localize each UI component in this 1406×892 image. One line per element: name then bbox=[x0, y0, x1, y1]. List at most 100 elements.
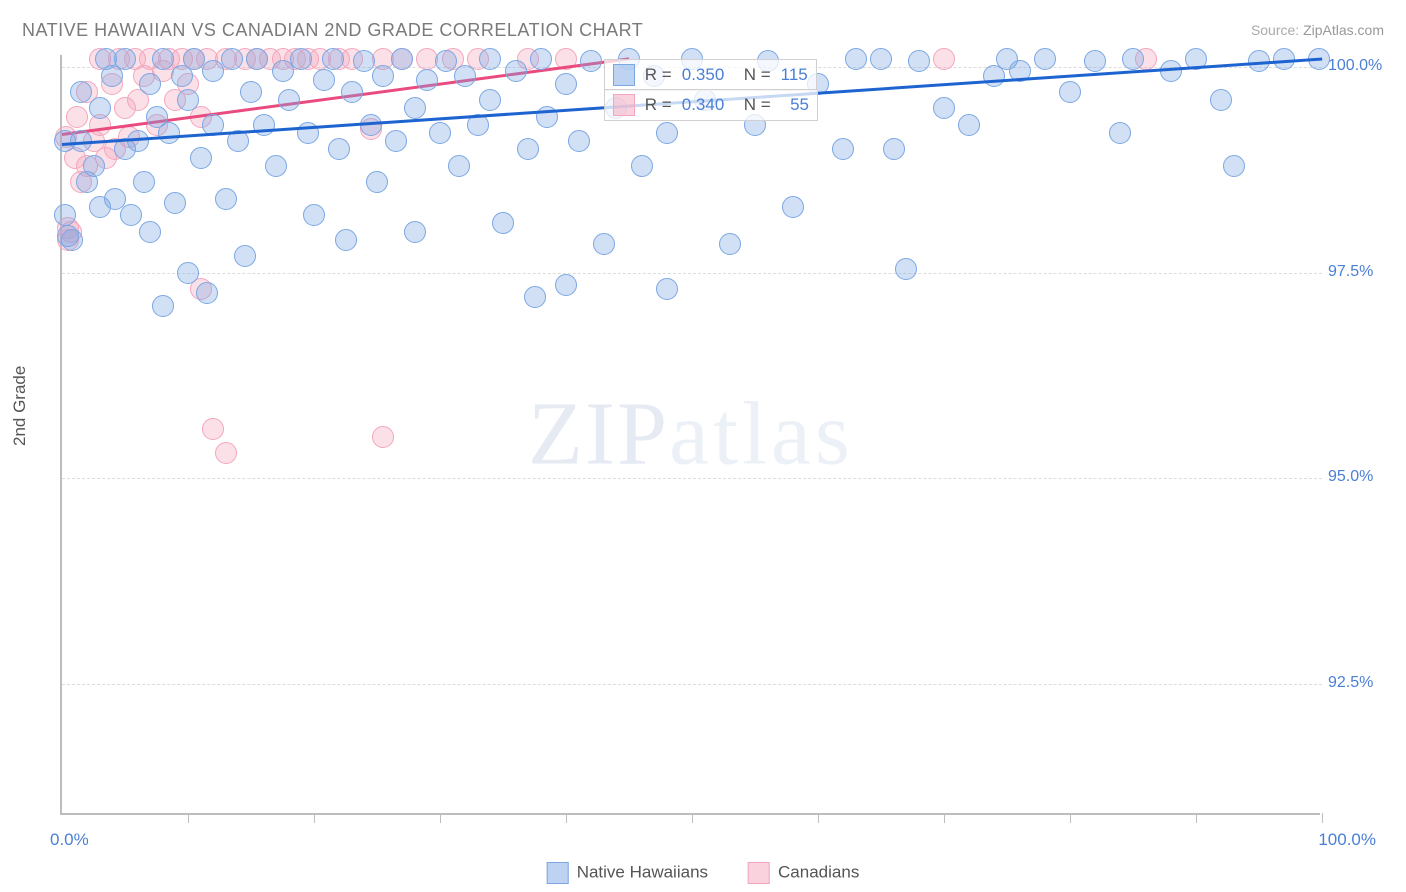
stats-r-label: R = bbox=[645, 65, 672, 85]
y-tick-label: 100.0% bbox=[1328, 57, 1388, 75]
gridline bbox=[62, 273, 1322, 274]
scatter-point bbox=[114, 48, 136, 70]
scatter-point bbox=[1109, 122, 1131, 144]
stats-box: R =0.340 N = 55 bbox=[604, 89, 818, 121]
x-tick bbox=[1322, 813, 1323, 823]
stats-n-value: 55 bbox=[781, 95, 809, 115]
scatter-point bbox=[240, 81, 262, 103]
scatter-point bbox=[530, 48, 552, 70]
scatter-point bbox=[196, 282, 218, 304]
scatter-point bbox=[404, 97, 426, 119]
scatter-point bbox=[385, 130, 407, 152]
scatter-point bbox=[190, 147, 212, 169]
stats-box: R = 0.350 N = 115 bbox=[604, 59, 817, 91]
scatter-point bbox=[933, 97, 955, 119]
scatter-point bbox=[631, 155, 653, 177]
scatter-point bbox=[234, 245, 256, 267]
scatter-point bbox=[127, 130, 149, 152]
x-tick bbox=[944, 813, 945, 823]
scatter-point bbox=[202, 60, 224, 82]
scatter-point bbox=[83, 155, 105, 177]
scatter-point bbox=[1223, 155, 1245, 177]
y-axis-label: 2nd Grade bbox=[10, 366, 30, 446]
scatter-point bbox=[1122, 48, 1144, 70]
stats-n-value: 115 bbox=[781, 65, 808, 85]
scatter-point bbox=[313, 69, 335, 91]
legend: Native HawaiiansCanadians bbox=[547, 862, 860, 884]
scatter-point bbox=[1084, 50, 1106, 72]
legend-item: Native Hawaiians bbox=[547, 862, 708, 884]
scatter-point bbox=[133, 171, 155, 193]
stats-n-label: N = bbox=[734, 65, 770, 85]
scatter-point bbox=[656, 278, 678, 300]
scatter-point bbox=[908, 50, 930, 72]
scatter-point bbox=[1059, 81, 1081, 103]
scatter-point bbox=[253, 114, 275, 136]
scatter-point bbox=[70, 81, 92, 103]
scatter-point bbox=[933, 48, 955, 70]
scatter-point bbox=[66, 106, 88, 128]
scatter-point bbox=[341, 81, 363, 103]
stats-r-value: 0.350 bbox=[682, 65, 725, 85]
scatter-point bbox=[448, 155, 470, 177]
scatter-point bbox=[593, 233, 615, 255]
x-tick bbox=[440, 813, 441, 823]
scatter-point bbox=[158, 122, 180, 144]
y-tick-label: 97.5% bbox=[1328, 263, 1388, 281]
scatter-point bbox=[492, 212, 514, 234]
scatter-point bbox=[524, 286, 546, 308]
scatter-point bbox=[479, 48, 501, 70]
scatter-point bbox=[391, 48, 413, 70]
scatter-point bbox=[246, 48, 268, 70]
scatter-point bbox=[372, 65, 394, 87]
source-attribution: Source: ZipAtlas.com bbox=[1251, 22, 1384, 38]
x-tick bbox=[566, 813, 567, 823]
stats-r-value: 0.340 bbox=[682, 95, 725, 115]
chart-title: NATIVE HAWAIIAN VS CANADIAN 2ND GRADE CO… bbox=[22, 20, 643, 41]
scatter-point bbox=[505, 60, 527, 82]
scatter-point bbox=[328, 138, 350, 160]
scatter-point bbox=[215, 442, 237, 464]
gridline bbox=[62, 684, 1322, 685]
stats-swatch bbox=[613, 94, 635, 116]
x-tick bbox=[314, 813, 315, 823]
source-value: ZipAtlas.com bbox=[1303, 22, 1384, 38]
scatter-point bbox=[353, 50, 375, 72]
scatter-point bbox=[454, 65, 476, 87]
scatter-point bbox=[335, 229, 357, 251]
scatter-point bbox=[120, 204, 142, 226]
scatter-point bbox=[883, 138, 905, 160]
scatter-point bbox=[303, 204, 325, 226]
source-label: Source: bbox=[1251, 22, 1299, 38]
plot-area: ZIPatlas 92.5%95.0%97.5%100.0%R =0.350 N… bbox=[60, 55, 1320, 815]
x-tick bbox=[818, 813, 819, 823]
scatter-point bbox=[202, 418, 224, 440]
scatter-point bbox=[265, 155, 287, 177]
chart-container: NATIVE HAWAIIAN VS CANADIAN 2ND GRADE CO… bbox=[0, 0, 1406, 892]
scatter-point bbox=[958, 114, 980, 136]
scatter-point bbox=[322, 48, 344, 70]
y-tick-label: 92.5% bbox=[1328, 674, 1388, 692]
scatter-point bbox=[429, 122, 451, 144]
scatter-point bbox=[870, 48, 892, 70]
scatter-point bbox=[177, 89, 199, 111]
scatter-point bbox=[139, 221, 161, 243]
x-tick bbox=[188, 813, 189, 823]
x-tick bbox=[1196, 813, 1197, 823]
stats-swatch bbox=[613, 64, 635, 86]
scatter-point bbox=[1034, 48, 1056, 70]
x-axis-min-label: 0.0% bbox=[50, 830, 89, 850]
watermark: ZIPatlas bbox=[528, 383, 854, 486]
legend-label: Native Hawaiians bbox=[577, 862, 708, 881]
scatter-point bbox=[479, 89, 501, 111]
scatter-point bbox=[895, 258, 917, 280]
scatter-point bbox=[89, 97, 111, 119]
scatter-point bbox=[656, 122, 678, 144]
scatter-point bbox=[152, 48, 174, 70]
scatter-point bbox=[221, 48, 243, 70]
x-tick bbox=[692, 813, 693, 823]
scatter-point bbox=[215, 188, 237, 210]
scatter-point bbox=[61, 229, 83, 251]
scatter-point bbox=[555, 274, 577, 296]
scatter-point bbox=[54, 204, 76, 226]
